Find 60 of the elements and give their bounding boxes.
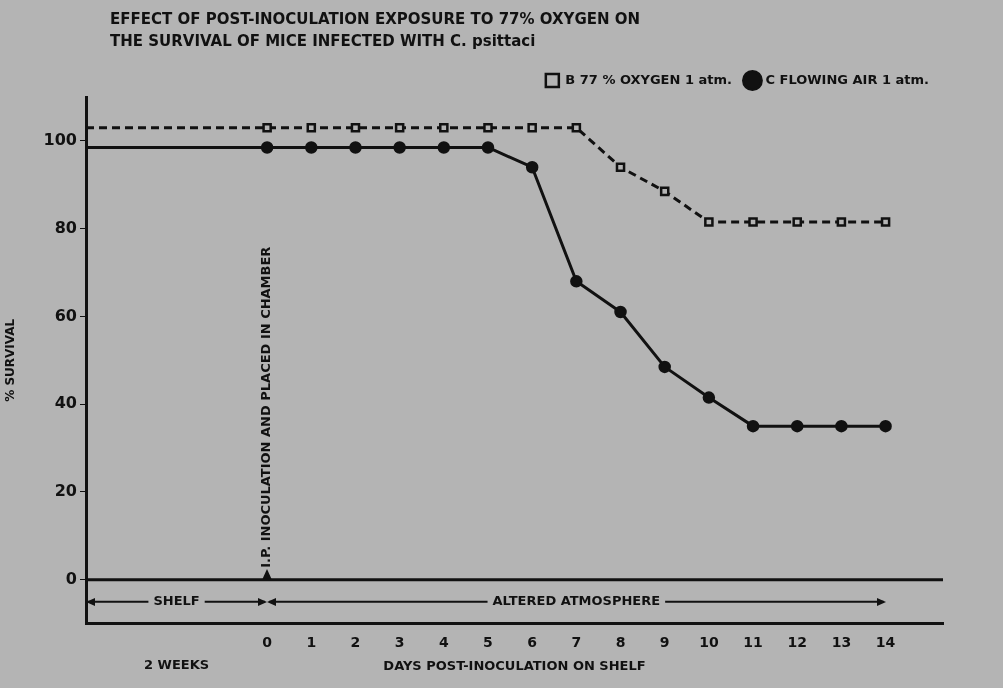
point xyxy=(262,122,272,133)
point xyxy=(394,122,405,133)
x-tick-label: 3 xyxy=(394,633,405,650)
point xyxy=(659,186,670,197)
annotation: SHELF xyxy=(153,593,200,609)
annotation: ALTERED ATMOSPHERE xyxy=(492,593,661,609)
point xyxy=(481,141,495,154)
annotation: I.P. INOCULATION AND PLACED IN CHAMBER xyxy=(258,246,274,568)
x-tick-label: 11 xyxy=(743,633,763,650)
y-tick-label: 0 xyxy=(65,568,77,588)
point xyxy=(879,419,892,433)
x-tick-label: 5 xyxy=(483,633,493,650)
x-axis-title: DAYS POST-INOCULATION ON SHELF xyxy=(383,657,646,673)
point xyxy=(393,141,406,154)
point xyxy=(260,141,274,154)
y-tick-label: 20 xyxy=(54,481,77,501)
point xyxy=(570,275,583,288)
point xyxy=(748,217,758,227)
y-tick-label: 60 xyxy=(54,305,77,325)
y-tick-label: 40 xyxy=(54,393,77,413)
point xyxy=(790,419,804,433)
y-tick-label: 100 xyxy=(43,130,77,150)
y-tick-label: 80 xyxy=(54,217,77,237)
point xyxy=(437,141,451,154)
point xyxy=(525,160,539,174)
point xyxy=(527,122,537,133)
x-tick-label: 0 xyxy=(262,633,273,650)
y-axis-title: % SURVIVAL xyxy=(3,318,18,402)
point xyxy=(349,141,362,154)
x-tick-label: 6 xyxy=(527,633,538,650)
x-tick-label: 12 xyxy=(787,633,807,650)
x-tick-label: 1 xyxy=(306,633,317,650)
point xyxy=(350,122,361,133)
x-tick-label: 13 xyxy=(831,633,852,650)
point xyxy=(306,122,317,133)
point xyxy=(614,305,627,319)
x-tick-label: 4 xyxy=(438,633,449,650)
chart-title: EFFECT OF POST-INOCULATION EXPOSURE TO 77% OXYGEN ON THE SURVIVAL OF MICE INFECTED WITH C. psittaci xyxy=(110,9,642,52)
x-tick-label: 7 xyxy=(571,633,582,650)
point xyxy=(658,360,671,374)
point xyxy=(836,217,847,227)
point xyxy=(746,419,760,433)
point xyxy=(702,391,716,404)
x-tick-label: 10 xyxy=(699,633,719,650)
point xyxy=(571,122,582,133)
point xyxy=(835,419,848,433)
point xyxy=(880,217,891,227)
legend-label: B 77 % OXYGEN 1 atm. xyxy=(565,71,732,87)
text: 2 WEEKS xyxy=(144,657,210,673)
point xyxy=(704,217,714,227)
point xyxy=(615,162,626,172)
x-tick-label: 14 xyxy=(875,633,896,650)
point xyxy=(483,122,493,133)
x-tick-label: 2 xyxy=(350,633,361,650)
point xyxy=(305,141,318,154)
x-tick-label: 8 xyxy=(615,633,626,650)
legend-label: C FLOWING AIR 1 atm. xyxy=(765,71,930,87)
x-tick-label: 9 xyxy=(659,633,670,650)
point xyxy=(792,217,803,227)
point xyxy=(439,122,449,133)
